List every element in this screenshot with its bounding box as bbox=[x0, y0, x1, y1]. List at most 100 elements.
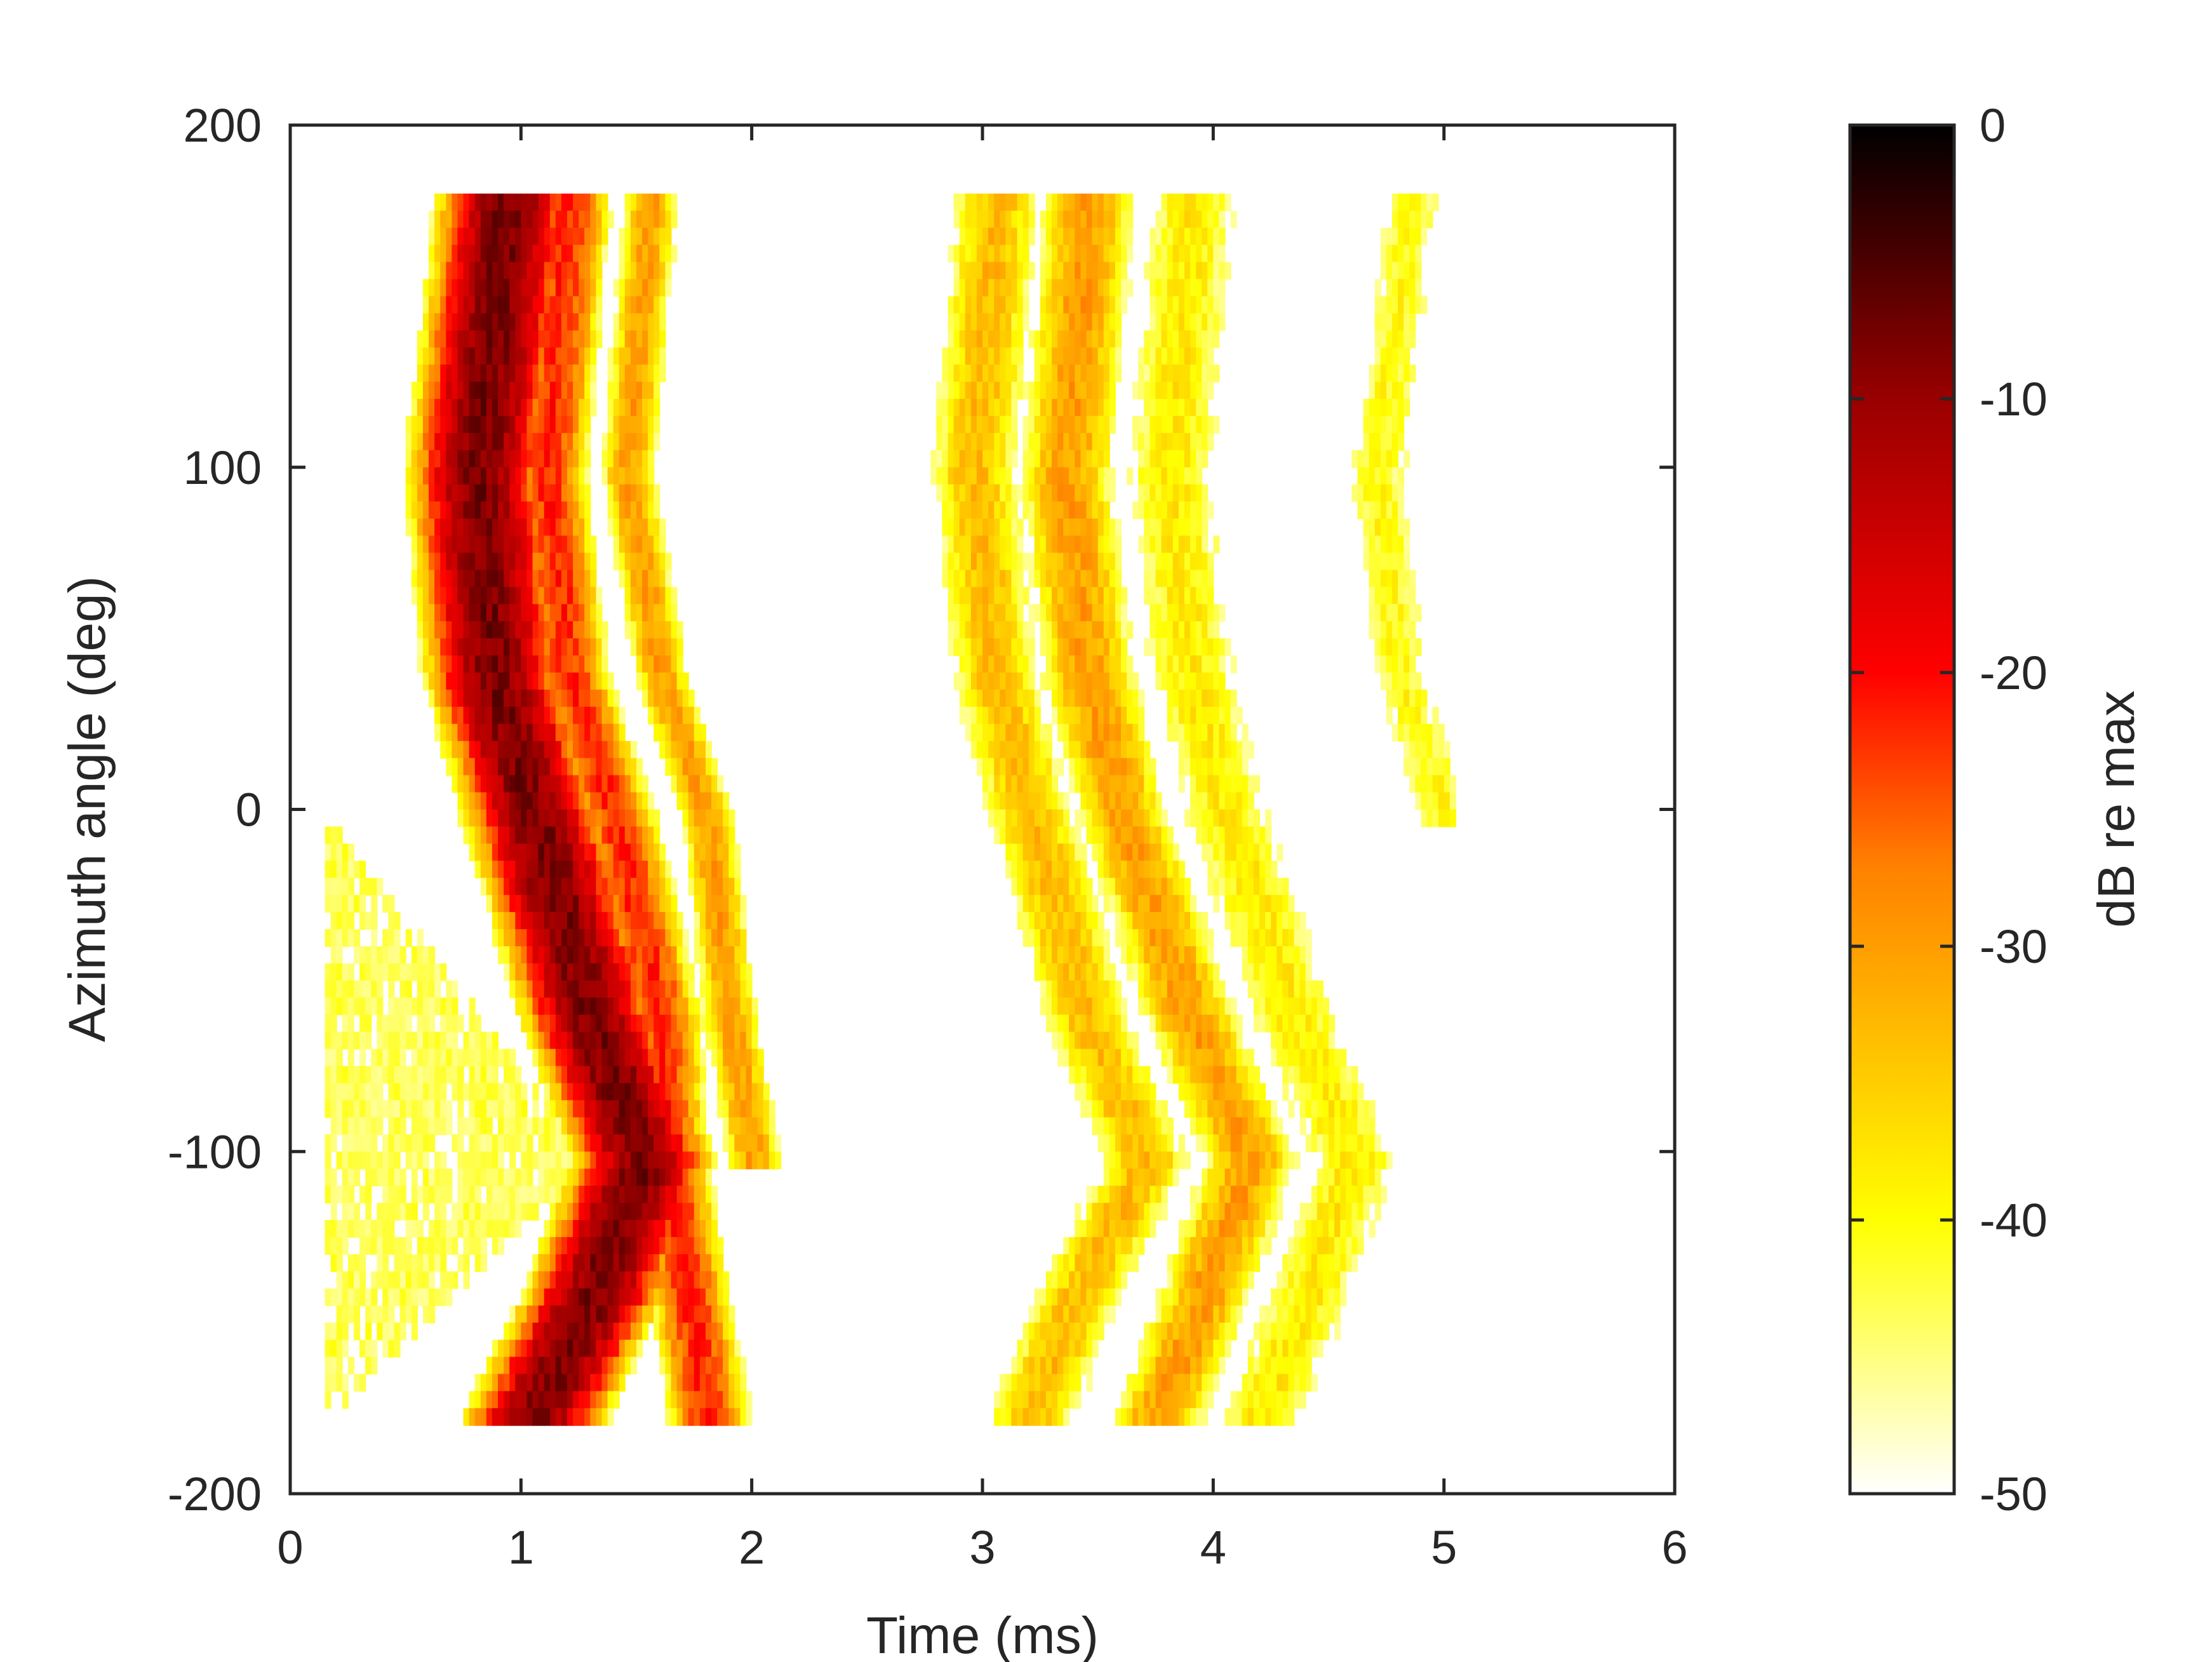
heatmap-cell bbox=[970, 210, 977, 229]
heatmap-cell bbox=[549, 1049, 556, 1067]
heatmap-cell bbox=[1092, 741, 1099, 759]
heatmap-cell bbox=[1022, 415, 1029, 434]
heatmap-cell bbox=[474, 741, 481, 759]
heatmap-cell bbox=[1161, 553, 1168, 571]
heatmap-cell bbox=[492, 553, 499, 571]
heatmap-cell bbox=[480, 501, 487, 519]
heatmap-cell bbox=[509, 1066, 516, 1084]
heatmap-cell bbox=[1150, 553, 1156, 571]
heatmap-cell bbox=[1097, 467, 1104, 485]
heatmap-cell bbox=[699, 895, 706, 913]
heatmap-cell bbox=[1265, 963, 1272, 981]
heatmap-cell bbox=[699, 1014, 706, 1033]
heatmap-cell bbox=[1011, 484, 1018, 502]
heatmap-cell bbox=[515, 210, 522, 229]
heatmap-cell bbox=[624, 382, 631, 399]
heatmap-cell bbox=[509, 210, 516, 229]
heatmap-cell bbox=[1086, 382, 1093, 399]
heatmap-cell bbox=[561, 1031, 568, 1050]
heatmap-cell bbox=[619, 450, 626, 468]
heatmap-cell bbox=[1097, 723, 1104, 742]
heatmap-cell bbox=[1045, 347, 1052, 366]
heatmap-cell bbox=[1109, 997, 1116, 1015]
heatmap-cell bbox=[440, 193, 447, 211]
heatmap-cell bbox=[440, 432, 447, 451]
heatmap-cell bbox=[538, 210, 545, 229]
heatmap-cell bbox=[711, 792, 718, 810]
heatmap-cell bbox=[1132, 895, 1139, 913]
heatmap-cell bbox=[642, 501, 649, 519]
heatmap-cell bbox=[544, 689, 551, 707]
heatmap-cell bbox=[728, 1031, 735, 1050]
heatmap-cell bbox=[486, 895, 493, 913]
heatmap-cell bbox=[538, 432, 545, 451]
heatmap-cell bbox=[1190, 518, 1197, 537]
heatmap-cell bbox=[509, 861, 516, 879]
heatmap-cell bbox=[624, 826, 631, 845]
heatmap-cell bbox=[486, 741, 493, 759]
heatmap-cell bbox=[988, 792, 995, 810]
heatmap-cell bbox=[538, 382, 545, 399]
heatmap-cell bbox=[492, 1066, 499, 1084]
heatmap-cell bbox=[1075, 399, 1082, 417]
heatmap-cell bbox=[994, 484, 1001, 502]
heatmap-cell bbox=[1045, 262, 1052, 280]
heatmap-cell bbox=[1184, 450, 1191, 468]
heatmap-cell bbox=[1184, 723, 1191, 742]
heatmap-cell bbox=[1247, 843, 1254, 862]
heatmap-cell bbox=[596, 758, 603, 776]
heatmap-cell bbox=[1167, 895, 1174, 913]
heatmap-cell bbox=[521, 878, 528, 896]
heatmap-cell bbox=[654, 330, 660, 349]
heatmap-cell bbox=[1005, 330, 1012, 349]
heatmap-cell bbox=[492, 792, 499, 810]
heatmap-cell bbox=[434, 723, 441, 742]
heatmap-cell bbox=[613, 895, 620, 913]
heatmap-cell bbox=[1415, 279, 1422, 297]
heatmap-cell bbox=[1150, 227, 1156, 246]
heatmap-cell bbox=[353, 861, 360, 879]
heatmap-cell bbox=[1398, 193, 1405, 211]
heatmap-cell bbox=[1213, 365, 1220, 382]
heatmap-cell bbox=[1277, 1049, 1284, 1067]
heatmap-cell bbox=[734, 912, 741, 930]
heatmap-cell bbox=[1080, 809, 1087, 828]
heatmap-cell bbox=[1369, 570, 1376, 588]
heatmap-cell bbox=[411, 997, 418, 1015]
heatmap-cell bbox=[457, 1049, 464, 1067]
heatmap-cell bbox=[1391, 365, 1398, 382]
heatmap-cell bbox=[1144, 415, 1151, 434]
heatmap-cell bbox=[1040, 980, 1047, 998]
heatmap-cell bbox=[486, 655, 493, 673]
heatmap-cell bbox=[1080, 792, 1087, 810]
heatmap-cell bbox=[988, 758, 995, 776]
heatmap-cell bbox=[590, 723, 597, 742]
heatmap-cell bbox=[567, 929, 574, 947]
heatmap-cell bbox=[1161, 279, 1168, 297]
heatmap-cell bbox=[1184, 689, 1191, 707]
heatmap-cell bbox=[676, 673, 683, 690]
heatmap-cell bbox=[642, 535, 649, 554]
heatmap-cell bbox=[1086, 535, 1093, 554]
heatmap-cell bbox=[486, 365, 493, 382]
heatmap-cell bbox=[1022, 432, 1029, 451]
heatmap-cell bbox=[613, 741, 620, 759]
heatmap-cell bbox=[1080, 723, 1087, 742]
heatmap-cell bbox=[555, 655, 562, 673]
heatmap-cell bbox=[1207, 946, 1214, 964]
heatmap-cell bbox=[359, 946, 366, 964]
heatmap-cell bbox=[1121, 1083, 1128, 1101]
heatmap-cell bbox=[521, 1014, 528, 1033]
heatmap-cell bbox=[532, 912, 539, 930]
heatmap-cell bbox=[1219, 775, 1226, 793]
heatmap-cell bbox=[434, 980, 441, 998]
heatmap-cell bbox=[659, 912, 666, 930]
heatmap-cell bbox=[1196, 535, 1203, 554]
heatmap-cell bbox=[1213, 535, 1220, 554]
heatmap-cell bbox=[1092, 604, 1099, 622]
heatmap-cell bbox=[1052, 655, 1059, 673]
heatmap-cell bbox=[446, 245, 453, 263]
heatmap-cell bbox=[636, 518, 643, 537]
heatmap-cell bbox=[411, 1066, 418, 1084]
heatmap-cell bbox=[469, 518, 476, 537]
